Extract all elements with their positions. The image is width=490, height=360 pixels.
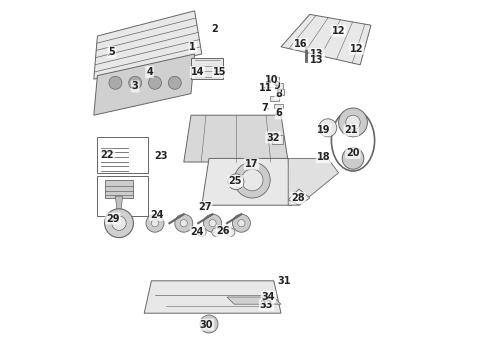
Text: 8: 8 <box>275 89 282 99</box>
Text: 27: 27 <box>198 202 211 212</box>
Text: 2: 2 <box>211 24 218 34</box>
Bar <box>98 137 148 173</box>
Text: 14: 14 <box>191 67 204 77</box>
Circle shape <box>151 220 159 227</box>
Circle shape <box>148 76 162 89</box>
Circle shape <box>234 162 270 198</box>
Circle shape <box>212 228 220 237</box>
Text: 1: 1 <box>190 42 196 52</box>
Bar <box>104 180 133 198</box>
Polygon shape <box>281 14 371 65</box>
Circle shape <box>232 214 250 232</box>
Text: 18: 18 <box>317 152 330 162</box>
Text: 29: 29 <box>106 213 120 224</box>
Circle shape <box>169 76 181 89</box>
Text: 20: 20 <box>346 148 360 158</box>
Circle shape <box>204 214 221 232</box>
Circle shape <box>109 76 122 89</box>
Text: 12: 12 <box>332 26 345 36</box>
Circle shape <box>180 220 187 227</box>
Text: 9: 9 <box>273 81 280 91</box>
Circle shape <box>346 115 360 130</box>
Polygon shape <box>184 115 288 162</box>
Text: 32: 32 <box>267 132 280 143</box>
Text: 31: 31 <box>278 276 292 286</box>
Polygon shape <box>227 297 281 304</box>
Circle shape <box>238 220 245 227</box>
Text: 25: 25 <box>228 176 242 186</box>
Polygon shape <box>144 281 281 313</box>
Polygon shape <box>202 158 292 205</box>
Text: 26: 26 <box>217 226 230 236</box>
Circle shape <box>146 214 164 232</box>
Text: 16: 16 <box>294 39 308 49</box>
Circle shape <box>228 174 244 190</box>
Circle shape <box>319 119 337 137</box>
Text: 23: 23 <box>155 150 168 161</box>
Text: 19: 19 <box>317 125 330 135</box>
Polygon shape <box>116 196 122 212</box>
Bar <box>277 89 284 95</box>
Bar <box>272 135 283 144</box>
Bar <box>275 83 283 88</box>
Polygon shape <box>288 189 310 205</box>
Text: 13: 13 <box>310 49 324 59</box>
Bar <box>267 82 272 87</box>
Circle shape <box>342 148 364 169</box>
Circle shape <box>200 315 218 333</box>
Polygon shape <box>94 54 195 115</box>
Circle shape <box>209 220 216 227</box>
Circle shape <box>175 214 193 232</box>
Text: 10: 10 <box>265 75 278 85</box>
Text: 28: 28 <box>292 193 305 203</box>
Text: 34: 34 <box>262 292 275 302</box>
Bar <box>191 58 223 79</box>
Text: 21: 21 <box>344 125 358 135</box>
Text: 7: 7 <box>262 103 268 113</box>
Bar <box>274 104 283 108</box>
Circle shape <box>242 169 263 191</box>
Bar <box>270 96 279 101</box>
Bar <box>98 176 148 216</box>
Circle shape <box>112 216 126 230</box>
Text: 17: 17 <box>245 159 258 169</box>
Circle shape <box>104 209 133 238</box>
Text: 24: 24 <box>191 227 204 237</box>
Text: 5: 5 <box>108 47 115 57</box>
Circle shape <box>339 108 368 137</box>
Text: 30: 30 <box>200 320 213 330</box>
Bar <box>272 77 279 81</box>
Text: 15: 15 <box>213 67 226 77</box>
Text: 13: 13 <box>310 55 324 65</box>
Circle shape <box>129 76 142 89</box>
Circle shape <box>197 228 206 237</box>
Text: 3: 3 <box>132 81 139 91</box>
Polygon shape <box>94 11 202 79</box>
Text: 22: 22 <box>101 150 114 160</box>
Text: 33: 33 <box>260 300 273 310</box>
Text: 11: 11 <box>259 83 272 93</box>
Text: 24: 24 <box>150 210 164 220</box>
Circle shape <box>226 228 235 237</box>
Polygon shape <box>288 158 339 205</box>
Text: 6: 6 <box>276 108 283 118</box>
Text: 12: 12 <box>350 44 364 54</box>
Text: 4: 4 <box>146 67 153 77</box>
